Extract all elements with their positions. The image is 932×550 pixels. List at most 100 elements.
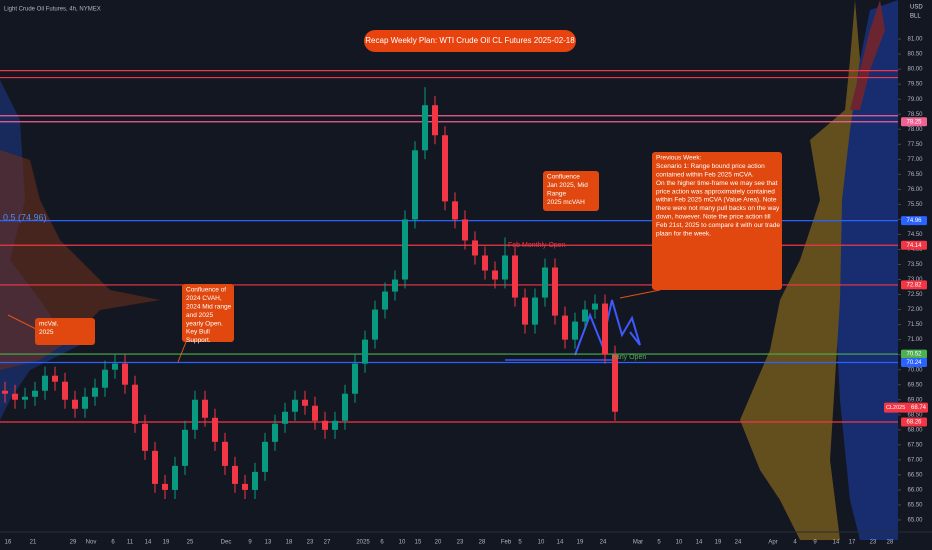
- y-tick-label: 74.00: [907, 247, 923, 253]
- x-tick-label: 27: [324, 540, 331, 546]
- y-tick-label: 68.50: [907, 412, 923, 418]
- x-tick-label: 14: [833, 540, 840, 546]
- price-tag-label: 68.26: [906, 420, 922, 426]
- x-tick-label: 5: [518, 540, 522, 546]
- note-text: Key Bull: [186, 329, 210, 336]
- candle-body: [62, 381, 68, 400]
- candle-body: [82, 396, 88, 409]
- y-tick-label: 74.50: [907, 232, 923, 238]
- candle-body: [92, 387, 98, 397]
- note-text: Jan 2025, Mid: [547, 182, 588, 189]
- price-tag-label: 70.24: [906, 360, 922, 366]
- price-axis: [898, 0, 932, 550]
- headline: Recap Weekly Plan: WTI Crude Oil CL Futu…: [365, 36, 575, 45]
- candle-body: [432, 105, 438, 136]
- note-text: Confluence of: [186, 287, 226, 294]
- candle-body: [52, 375, 58, 382]
- candle-body: [212, 417, 218, 442]
- note-text: mcVal.: [39, 321, 59, 328]
- x-tick-label: 6: [380, 540, 384, 546]
- y-tick-label: 72.50: [907, 292, 923, 298]
- note-text: Feb 21st, 2025 to compare it with our tr…: [656, 222, 780, 229]
- candle-body: [292, 399, 298, 412]
- y-tick-label: 71.00: [907, 337, 923, 343]
- note-text: Support.: [186, 337, 211, 344]
- price-tag: [901, 216, 927, 226]
- price-tag: [901, 117, 927, 127]
- note-box: [543, 171, 599, 211]
- y-tick-label: 68.00: [907, 427, 923, 433]
- candle-body: [412, 150, 418, 220]
- line-label: early Open: [612, 354, 646, 361]
- candle-body: [482, 255, 488, 271]
- y-tick-label: 66.50: [907, 472, 923, 478]
- candle-body: [232, 465, 238, 484]
- note-text: Range: [547, 191, 567, 198]
- candle-body: [122, 363, 128, 385]
- candle-body: [22, 396, 28, 400]
- y-tick-label: 81.00: [907, 37, 923, 43]
- candle-body: [472, 240, 478, 256]
- x-tick-label: 14: [696, 540, 703, 546]
- note-text: On the higher time-frame we may see that: [656, 180, 778, 187]
- note-text: Confluence: [547, 174, 580, 181]
- candle-body: [572, 321, 578, 340]
- candle-body: [32, 390, 38, 397]
- y-tick-label: 76.00: [907, 187, 923, 193]
- candle-body: [402, 219, 408, 280]
- candle-body: [142, 423, 148, 451]
- y-tick-label: 76.50: [907, 172, 923, 178]
- candle-body: [322, 420, 328, 430]
- x-tick-label: 19: [715, 540, 722, 546]
- x-tick-label: 9: [248, 540, 252, 546]
- plot: [0, 70, 898, 499]
- x-tick-label: 25: [187, 540, 194, 546]
- symbol-title: Light Crude Oil Futures, 4h, NYMEX: [4, 7, 101, 13]
- x-tick-label: 11: [127, 540, 134, 546]
- price-tag-label: 74.14: [906, 243, 922, 249]
- candle-body: [162, 483, 168, 490]
- candle-body: [172, 465, 178, 490]
- x-tick-label: 13: [265, 540, 272, 546]
- candle-body: [302, 399, 308, 406]
- candle-body: [312, 405, 318, 421]
- candle-body: [102, 369, 108, 388]
- candle-body: [152, 450, 158, 484]
- candle-body: [512, 255, 518, 298]
- y-tick-label: 78.00: [907, 127, 923, 133]
- candle-body: [182, 429, 188, 466]
- y-tick-label: 79.50: [907, 82, 923, 88]
- candle-body: [382, 291, 388, 310]
- y-tick-label: 78.50: [907, 112, 923, 118]
- volume-profile: [0, 0, 898, 540]
- x-tick-label: 10: [399, 540, 406, 546]
- candle-body: [282, 411, 288, 424]
- candle-body: [352, 363, 358, 394]
- candle-body: [332, 420, 338, 430]
- note-text: within Feb 2025 mCVA (Value Area). Note: [655, 197, 777, 204]
- candle-body: [422, 105, 428, 151]
- note-pointer: [177, 341, 187, 363]
- x-tick-label: 28: [479, 540, 486, 546]
- note-text: price action was approximately contained: [656, 188, 775, 195]
- candle-body: [462, 219, 468, 241]
- candle-body: [442, 135, 448, 202]
- candle-body: [552, 267, 558, 316]
- y-tick-label: 71.50: [907, 322, 923, 328]
- x-tick-label: 14: [557, 540, 564, 546]
- x-tick-label: 15: [415, 540, 422, 546]
- note-text: 2024 Mid range: [186, 304, 232, 311]
- x-tick-label: 19: [577, 540, 584, 546]
- candle-body: [532, 297, 538, 325]
- y-tick-label: 77.50: [907, 142, 923, 148]
- x-tick-label: 24: [735, 540, 742, 546]
- candle-body: [192, 399, 198, 430]
- y-tick-label: 69.50: [907, 382, 923, 388]
- candle-body: [272, 423, 278, 442]
- x-tick-label: 16: [5, 540, 12, 546]
- price-tag: [901, 357, 927, 367]
- y-tick-label: 70.00: [907, 367, 923, 373]
- note-text: 2025 mcVAH: [547, 199, 585, 206]
- candle-body: [602, 303, 608, 355]
